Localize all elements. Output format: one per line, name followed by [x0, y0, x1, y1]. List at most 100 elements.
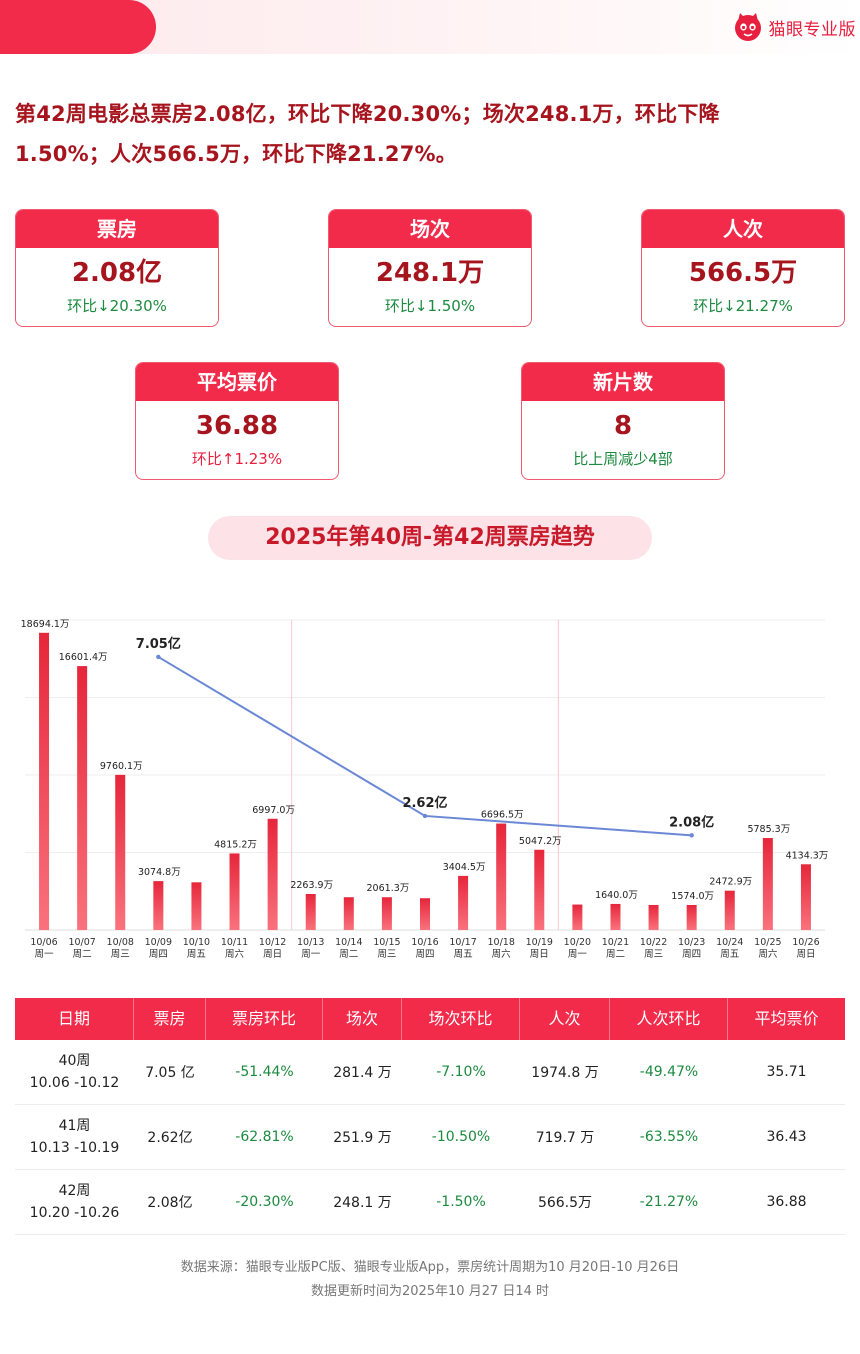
bar [305, 894, 316, 930]
x-tick-weekday: 周六 [492, 948, 512, 960]
data-label: 2263.9万 [290, 880, 333, 891]
x-tick-label: 10/11 [221, 937, 248, 948]
x-tick-weekday: 周日 [263, 949, 282, 960]
adm-cell: 1974.8 万 [531, 1065, 599, 1081]
box-cell: 7.05 亿 [145, 1065, 195, 1081]
card-avg-price: 平均票价 36.88 环比↑1.23% [135, 362, 339, 480]
x-tick-weekday: 周四 [149, 949, 168, 960]
th-shows: 场次 [323, 998, 402, 1040]
shows-cell: 248.1 万 [333, 1195, 392, 1211]
brand-name: 猫眼专业版 [768, 19, 856, 40]
x-tick-weekday: 周六 [225, 948, 245, 960]
x-tick-weekday: 周三 [644, 949, 663, 960]
shows-cell: 251.9 万 [333, 1130, 392, 1146]
x-tick-label: 10/18 [487, 937, 514, 948]
data-label: 4815.2万 [214, 839, 257, 850]
adm-chg-cell: -21.27% [639, 1194, 699, 1210]
shows-chg-cell: -10.50% [431, 1129, 491, 1145]
update-note: 数据更新时间为2025年10 月27 日14 时 [310, 1284, 550, 1299]
bar [724, 890, 735, 930]
card-value: 248.1万 [375, 258, 485, 288]
week-label: 42周 [58, 1183, 91, 1199]
x-tick-label: 10/08 [107, 937, 134, 948]
headline-line-2: 1.50%；人次566.5万，环比下降21.27%。 [15, 142, 457, 166]
adm-cell: 566.5万 [537, 1195, 593, 1211]
week-label: 41周 [58, 1118, 91, 1134]
week-range: 10.06 -10.12 [29, 1075, 120, 1091]
data-label: 6997.0万 [252, 805, 295, 816]
card-value: 2.08亿 [71, 258, 163, 288]
card-box-office: 票房 2.08亿 环比↓20.30% [15, 209, 219, 327]
box-cell: 2.08亿 [147, 1195, 193, 1211]
x-tick-label: 10/06 [30, 937, 57, 948]
x-tick-weekday: 周五 [187, 949, 206, 960]
x-tick-weekday: 周四 [682, 949, 701, 960]
adm-cell: 719.7 万 [535, 1130, 595, 1146]
card-change: 环比↑1.23% [191, 450, 283, 468]
data-label: 3404.5万 [443, 862, 486, 873]
bar [191, 882, 202, 930]
trend-title: 2025年第40周-第42周票房趋势 [208, 516, 652, 560]
x-tick-label: 10/10 [183, 937, 210, 948]
box-office-chart: 18694.1万10/06周一16601.4万10/07周二9760.1万10/… [21, 619, 829, 960]
price-cell: 36.43 [766, 1129, 807, 1145]
x-tick-weekday: 周三 [377, 949, 396, 960]
x-tick-label: 10/21 [602, 937, 629, 948]
th-box: 票房 [134, 998, 206, 1040]
x-tick-label: 10/13 [297, 937, 324, 948]
bar [77, 666, 88, 930]
week-cell: 42周 10.20 -10.26 [15, 1170, 134, 1234]
top-banner: 猫眼专业版 [0, 0, 860, 54]
bar [572, 904, 583, 930]
shows-chg-cell: -7.10% [436, 1064, 486, 1080]
bar [610, 903, 621, 930]
box-chg-cell: -20.30% [235, 1194, 294, 1210]
week-cell: 41周 10.13 -10.19 [15, 1105, 134, 1169]
data-label: 5785.3万 [747, 824, 790, 835]
price-cell: 36.88 [766, 1194, 807, 1210]
bar [153, 881, 164, 930]
card-change: 环比↓21.27% [693, 297, 793, 315]
card-change: 环比↓1.50% [384, 297, 476, 315]
week-label: 40周 [58, 1053, 91, 1069]
box-chg-cell: -51.44% [235, 1064, 294, 1080]
headline: 第42周电影总票房2.08亿，环比下降20.30%；场次248.1万，环比下降 … [15, 94, 815, 174]
x-tick-weekday: 周二 [339, 949, 358, 960]
x-tick-weekday: 周四 [415, 949, 434, 960]
th-price: 平均票价 [754, 1009, 819, 1028]
footer: 数据来源：猫眼专业版PC版、猫眼专业版App，票房统计周期为10 月20日-10… [0, 1256, 860, 1304]
th-date: 日期 [15, 998, 134, 1040]
trend-point [689, 833, 694, 838]
brand: 猫眼专业版 [733, 12, 857, 42]
bar [343, 897, 354, 930]
data-label: 3074.8万 [138, 867, 181, 878]
bar [458, 875, 469, 930]
bar [115, 774, 126, 930]
table-header: 日期 票房 票房环比 场次 场次环比 人次 人次环比 平均票价 [15, 998, 845, 1040]
card-new-films: 新片数 8 比上周减少4部 [521, 362, 725, 480]
card-change: 环比↓20.30% [67, 297, 167, 315]
trend-point [422, 813, 428, 819]
trend-point [156, 654, 161, 660]
table-row: 42周 10.20 -10.26 2.08亿 -20.30% 248.1 万 -… [15, 1170, 845, 1235]
bar [534, 849, 545, 930]
th-box-chg: 票房环比 [206, 998, 323, 1040]
card-change: 比上周减少4部 [573, 450, 673, 468]
card-title: 票房 [16, 210, 218, 248]
trend-label: 2.08亿 [669, 814, 714, 830]
data-label: 16601.4万 [59, 652, 108, 663]
week-range: 10.20 -10.26 [29, 1205, 120, 1221]
data-label: 4134.3万 [786, 850, 829, 861]
card-title: 人次 [642, 210, 844, 248]
x-tick-weekday: 周一 [568, 949, 588, 960]
adm-chg-cell: -49.47% [639, 1064, 699, 1080]
price-cell: 35.71 [766, 1064, 807, 1080]
x-tick-weekday: 周日 [530, 949, 549, 960]
x-tick-weekday: 周五 [454, 949, 473, 960]
x-tick-label: 10/14 [335, 937, 362, 948]
x-tick-label: 10/19 [526, 937, 553, 948]
data-label: 5047.2万 [519, 836, 562, 847]
th-adm-chg: 人次环比 [610, 998, 728, 1040]
data-label: 2061.3万 [367, 883, 410, 894]
data-label: 9760.1万 [100, 761, 143, 772]
